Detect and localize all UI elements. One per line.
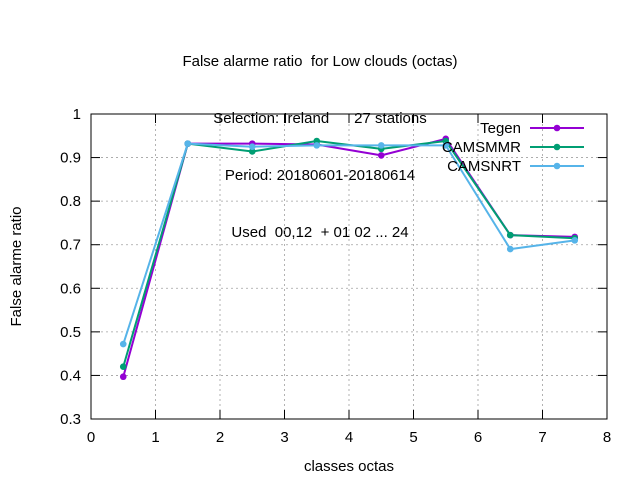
y-tick-label: 0.5 [60, 324, 81, 341]
data-point-tegen [119, 373, 127, 381]
legend-label: CAMSMMR [442, 139, 521, 156]
data-point-camsnrt [506, 245, 514, 253]
title-line: False alarme ratio for Low clouds (octas… [182, 53, 458, 70]
y-tick-label: 0.9 [60, 150, 81, 167]
axis-ticks: 0 1 2 3 4 5 6 7 8 0.3 0.4 0.5 0.6 0.7 0.8 0.9 1 [60, 106, 611, 446]
x-axis-label: classes octas [304, 458, 394, 475]
x-tick-label: 1 [151, 429, 159, 446]
y-tick-label: 0.3 [60, 411, 81, 428]
data-point-tegen [377, 152, 385, 159]
series-group [119, 135, 579, 381]
data-point-camsnrt [571, 237, 579, 244]
legend: Tegen CAMSMMR CAMSNRT [442, 120, 584, 175]
legend-label: CAMSNRT [447, 158, 521, 175]
series-line-camsnrt [122, 142, 575, 345]
data-point-camsnrt [313, 142, 321, 149]
data-point-camsnrt [442, 142, 450, 149]
x-tick-label: 2 [216, 429, 224, 446]
data-point-camsmmr [119, 363, 127, 371]
title-line: Period: 20180601-20180614 [224, 167, 416, 184]
x-tick-label: 8 [603, 429, 611, 446]
plot-frame [90, 113, 608, 420]
x-tick-label: 4 [345, 429, 353, 446]
legend-marker [553, 162, 561, 170]
grid [91, 114, 607, 419]
data-point-camsmmr [248, 148, 256, 155]
data-point-camsnrt [119, 340, 127, 348]
x-tick-label: 6 [474, 429, 482, 446]
y-tick-label: 0.8 [60, 193, 81, 210]
data-point-camsnrt [248, 143, 256, 150]
y-tick-label: 1 [73, 106, 81, 123]
data-point-camsnrt [184, 140, 192, 147]
data-point-camsnrt [377, 142, 385, 149]
title-line: Used 00,12 + 01 02 ... 24 [231, 224, 409, 241]
legend-label: Tegen [480, 120, 521, 137]
y-tick-label: 0.6 [60, 280, 81, 297]
x-tick-label: 3 [280, 429, 288, 446]
x-tick-label: 7 [538, 429, 546, 446]
y-axis-label: False alarme ratio [8, 206, 25, 326]
x-tick-label: 5 [409, 429, 417, 446]
x-tick-label: 0 [87, 429, 95, 446]
data-point-camsmmr [506, 231, 514, 239]
y-tick-label: 0.7 [60, 237, 81, 254]
y-tick-label: 0.4 [60, 367, 81, 384]
legend-marker [553, 124, 561, 132]
legend-marker [553, 143, 561, 151]
